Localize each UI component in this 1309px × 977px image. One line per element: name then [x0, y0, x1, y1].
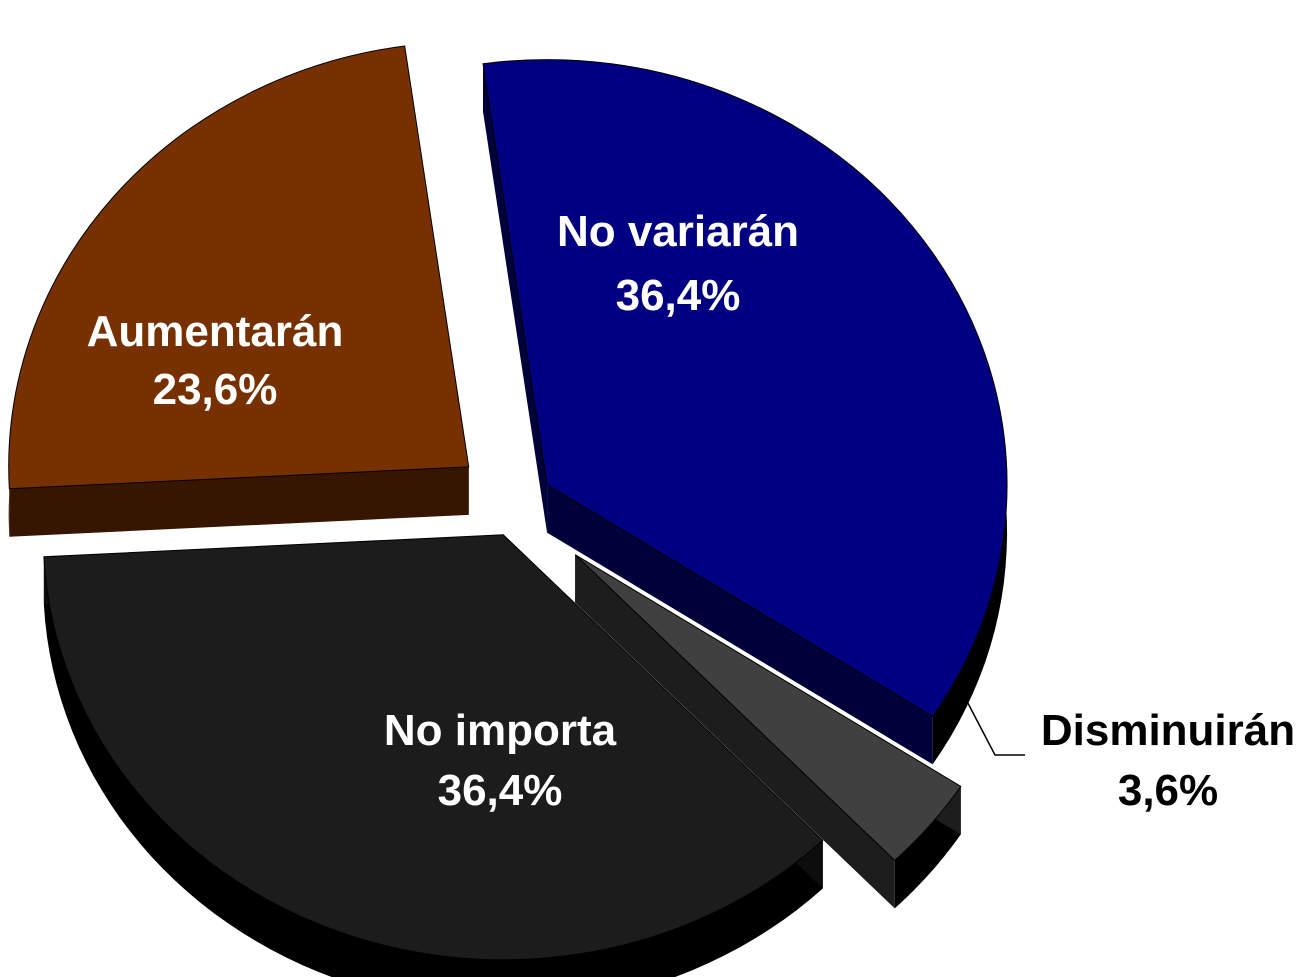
slice-no-variaran: [482, 59, 1008, 717]
slice-wall-aumentaran-0: [9, 466, 469, 537]
slice-label-aumentaran: Aumentarán: [87, 307, 344, 356]
slice-label-no-importa: No importa: [384, 706, 617, 755]
slice-wall-no-variaran-0: [483, 63, 548, 533]
slice-value-no-importa: 36,4%: [438, 766, 563, 815]
slice-wall-no-variaran-1: [547, 484, 933, 765]
pie-tops: [8, 45, 1008, 961]
slice-labels: No variarán 36,4% Aumentarán 23,6% No im…: [87, 207, 1296, 815]
leader-line-disminuiran: [959, 687, 1025, 756]
slice-wall-disminuiran-1: [575, 554, 895, 909]
leader-lines: [959, 687, 1025, 756]
slice-value-aumentaran: 23,6%: [153, 365, 278, 414]
slice-label-disminuiran: Disminuirán: [1041, 706, 1295, 755]
slice-label-no-variaran: No variarán: [557, 207, 799, 256]
slice-value-no-variaran: 36,4%: [616, 271, 741, 320]
slice-side-no-importa: [43, 556, 823, 977]
slice-no-importa: [43, 534, 824, 961]
slice-value-disminuiran: 3,6%: [1118, 766, 1218, 815]
slice-disminuiran: [574, 554, 962, 862]
slice-aumentaran: [8, 45, 470, 490]
slice-side-no-variaran: [483, 59, 1008, 765]
